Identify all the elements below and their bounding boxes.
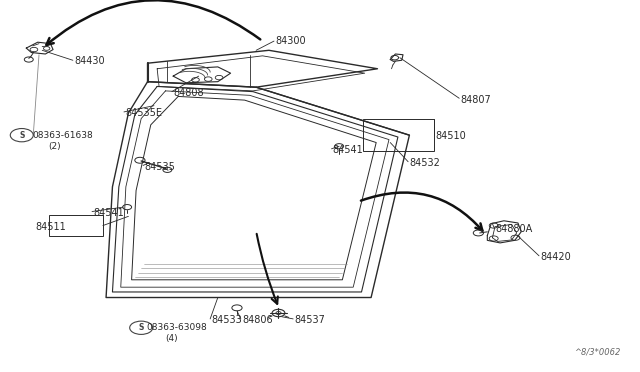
Text: 84510: 84510	[435, 131, 466, 141]
Text: 84533: 84533	[211, 315, 242, 326]
Text: 84808: 84808	[173, 88, 204, 98]
Text: 84806: 84806	[242, 315, 273, 326]
Text: 84532: 84532	[410, 158, 440, 168]
Text: (4): (4)	[166, 334, 178, 343]
Text: 84430: 84430	[74, 57, 105, 66]
Text: 84880A: 84880A	[495, 224, 533, 234]
Text: 84535: 84535	[145, 161, 175, 171]
Text: 84541: 84541	[93, 208, 124, 218]
Text: 08363-61638: 08363-61638	[33, 131, 93, 140]
Text: S: S	[138, 323, 144, 332]
Text: 08363-63098: 08363-63098	[147, 323, 207, 332]
Text: (2): (2)	[49, 142, 61, 151]
Text: 84541: 84541	[333, 145, 364, 155]
Text: 84537: 84537	[294, 315, 325, 326]
Text: S: S	[19, 131, 24, 140]
Text: 84511: 84511	[36, 222, 67, 232]
Text: ^8/3*0062: ^8/3*0062	[574, 347, 620, 356]
Text: 84807: 84807	[461, 95, 492, 105]
Text: 84300: 84300	[275, 36, 306, 46]
Text: 84420: 84420	[540, 252, 571, 262]
Text: 84535E: 84535E	[125, 108, 162, 118]
